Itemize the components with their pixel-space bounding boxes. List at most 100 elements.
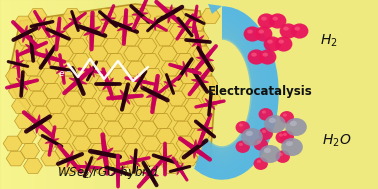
- Bar: [175, 0, 176, 189]
- Ellipse shape: [195, 47, 215, 71]
- Polygon shape: [93, 159, 112, 173]
- Bar: [70, 0, 71, 189]
- Ellipse shape: [154, 17, 156, 31]
- Ellipse shape: [101, 12, 116, 26]
- Bar: [74, 0, 75, 189]
- Bar: [128, 0, 129, 189]
- Bar: [35, 0, 36, 189]
- Bar: [56, 0, 57, 189]
- Ellipse shape: [14, 28, 36, 40]
- Bar: [151, 0, 152, 189]
- Ellipse shape: [9, 61, 27, 67]
- Ellipse shape: [48, 29, 68, 39]
- Ellipse shape: [273, 17, 278, 21]
- Ellipse shape: [88, 63, 96, 79]
- Ellipse shape: [45, 138, 59, 144]
- Ellipse shape: [179, 19, 191, 35]
- Polygon shape: [6, 69, 25, 83]
- Polygon shape: [181, 84, 200, 98]
- Ellipse shape: [171, 64, 199, 74]
- Bar: [190, 0, 191, 189]
- Polygon shape: [147, 84, 166, 98]
- Bar: [67, 0, 68, 189]
- Polygon shape: [201, 9, 220, 23]
- Polygon shape: [90, 144, 109, 158]
- Polygon shape: [103, 39, 122, 53]
- Ellipse shape: [183, 61, 187, 77]
- Polygon shape: [14, 16, 33, 31]
- Polygon shape: [166, 9, 186, 23]
- Bar: [142, 0, 143, 189]
- Ellipse shape: [56, 20, 60, 48]
- Polygon shape: [173, 121, 192, 136]
- Ellipse shape: [85, 161, 91, 173]
- Polygon shape: [199, 76, 218, 91]
- Bar: [75, 0, 76, 189]
- Polygon shape: [127, 61, 146, 76]
- Bar: [134, 0, 135, 189]
- Polygon shape: [11, 99, 31, 113]
- Polygon shape: [127, 159, 146, 173]
- Ellipse shape: [247, 30, 253, 34]
- Ellipse shape: [20, 73, 24, 95]
- Bar: [161, 0, 162, 189]
- Bar: [173, 0, 174, 189]
- Bar: [25, 0, 26, 189]
- Bar: [110, 0, 111, 189]
- Ellipse shape: [35, 13, 49, 35]
- Ellipse shape: [96, 148, 113, 160]
- Polygon shape: [193, 46, 212, 61]
- Ellipse shape: [286, 141, 293, 146]
- Ellipse shape: [280, 130, 294, 143]
- Ellipse shape: [285, 118, 307, 136]
- Bar: [89, 0, 90, 189]
- Bar: [2, 0, 3, 189]
- Bar: [22, 0, 23, 189]
- Polygon shape: [161, 61, 180, 76]
- Ellipse shape: [189, 16, 201, 22]
- Polygon shape: [107, 136, 126, 151]
- Polygon shape: [153, 114, 172, 128]
- Bar: [34, 0, 35, 189]
- Ellipse shape: [92, 151, 118, 157]
- Ellipse shape: [283, 114, 287, 117]
- Bar: [44, 0, 45, 189]
- Ellipse shape: [72, 12, 78, 29]
- Bar: [121, 0, 122, 189]
- Ellipse shape: [111, 167, 125, 175]
- Ellipse shape: [197, 101, 223, 107]
- Polygon shape: [109, 69, 128, 83]
- Ellipse shape: [43, 136, 61, 146]
- Bar: [153, 0, 154, 189]
- Polygon shape: [23, 159, 42, 173]
- Polygon shape: [176, 136, 195, 151]
- Polygon shape: [75, 151, 94, 166]
- Ellipse shape: [294, 27, 300, 31]
- Bar: [199, 0, 200, 189]
- Ellipse shape: [251, 53, 257, 57]
- Bar: [114, 0, 115, 189]
- Ellipse shape: [171, 166, 189, 172]
- Bar: [101, 0, 102, 189]
- Ellipse shape: [279, 40, 284, 44]
- Ellipse shape: [281, 138, 303, 156]
- Bar: [76, 0, 77, 189]
- Ellipse shape: [208, 94, 212, 114]
- Bar: [19, 0, 20, 189]
- Ellipse shape: [80, 26, 104, 36]
- Polygon shape: [202, 91, 221, 106]
- Polygon shape: [139, 121, 158, 136]
- Bar: [68, 0, 69, 189]
- Text: $e^-$: $e^-$: [58, 69, 72, 79]
- Ellipse shape: [276, 131, 290, 144]
- Bar: [29, 0, 30, 189]
- Polygon shape: [35, 121, 54, 136]
- Bar: [65, 0, 66, 189]
- Ellipse shape: [246, 131, 253, 136]
- Ellipse shape: [122, 157, 148, 165]
- Ellipse shape: [248, 49, 265, 65]
- Ellipse shape: [283, 27, 289, 31]
- Polygon shape: [132, 9, 151, 23]
- Bar: [47, 0, 48, 189]
- Bar: [105, 0, 106, 189]
